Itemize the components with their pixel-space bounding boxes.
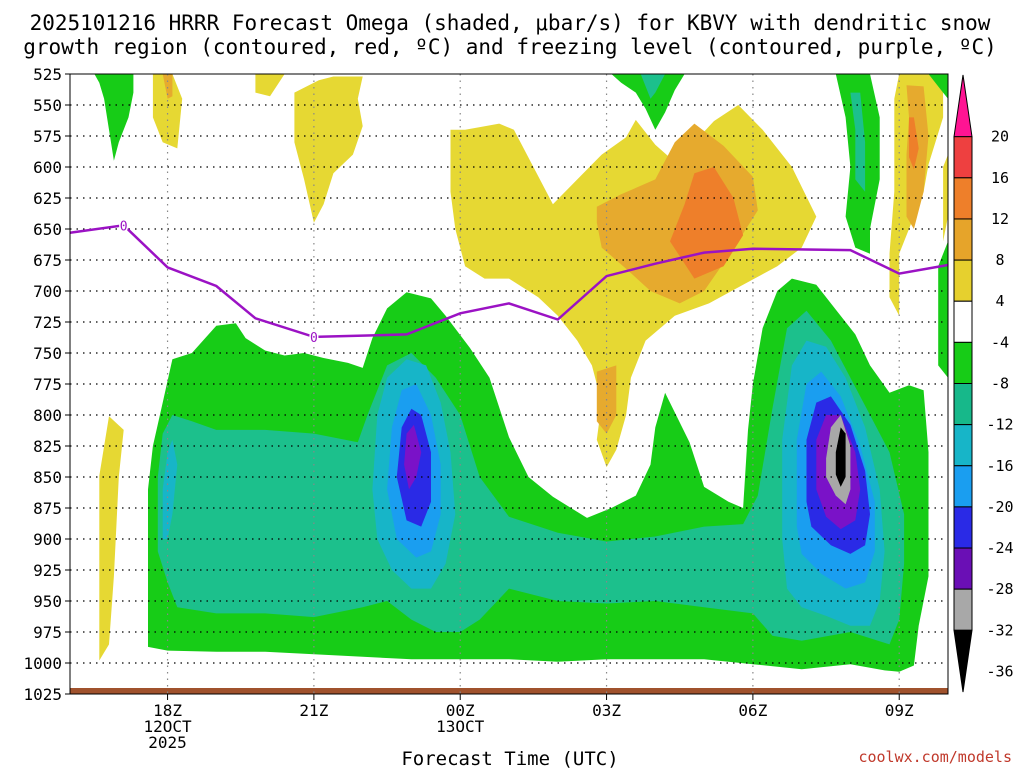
colorbar: 20 16 12 8 4 -4 -8 -12 -16 -20 -24 -28 -32 -36 xyxy=(953,74,1014,693)
x-axis-label: Forecast Time (UTC) xyxy=(401,748,618,768)
colorbar-swatch xyxy=(953,506,973,549)
colorbar-swatch xyxy=(953,424,973,467)
colorbar-label: 12 xyxy=(991,210,1009,228)
colorbar-swatch xyxy=(953,588,973,631)
x-tick-label: 09Z xyxy=(885,701,914,720)
omega-shading xyxy=(94,74,948,672)
y-tick-label: 625 xyxy=(33,189,62,208)
colorbar-swatch xyxy=(953,547,973,590)
colorbar-label: -24 xyxy=(986,539,1013,557)
omega-region-neg8-17 xyxy=(850,92,866,192)
colorbar-label: -28 xyxy=(986,580,1013,598)
omega-region-pos4-1 xyxy=(152,74,183,149)
x-tick-label: 00Z xyxy=(446,701,475,720)
freezing-level-label: 0 xyxy=(310,331,318,346)
y-tick-label: 650 xyxy=(33,220,62,239)
colorbar-label: -16 xyxy=(986,457,1013,475)
colorbar-label: 8 xyxy=(995,251,1004,269)
omega-region-neg4-18 xyxy=(928,74,948,99)
omega-region-neg4-19 xyxy=(938,241,948,378)
chart-title-line-1: 2025101216 HRRR Forecast Omega (shaded, … xyxy=(30,11,991,35)
colorbar-label: -12 xyxy=(986,416,1013,434)
omega-region-neg8-15 xyxy=(640,74,666,99)
colorbar-label: 20 xyxy=(991,128,1009,146)
colorbar-swatch xyxy=(953,177,973,220)
colorbar-label: 4 xyxy=(995,292,1004,310)
x-tick-label: 21Z xyxy=(299,701,328,720)
colorbar-swatch xyxy=(953,74,973,138)
omega-region-neg4-14 xyxy=(611,74,685,130)
y-tick-label: 575 xyxy=(33,127,62,146)
y-tick-label: 775 xyxy=(33,375,62,394)
y-tick-label: 925 xyxy=(33,561,62,580)
x-tick-label: 03Z xyxy=(592,701,621,720)
colorbar-swatch xyxy=(953,383,973,426)
y-tick-label: 1025 xyxy=(23,685,62,704)
omega-region-neg4-13 xyxy=(94,74,134,161)
y-tick-label: 525 xyxy=(33,65,62,84)
colorbar-swatch xyxy=(953,465,973,508)
colorbar-swatch xyxy=(953,300,973,343)
y-axis: 525 550 575 600 625 650 675 700 725 750 775 800 825 8… xyxy=(23,65,70,704)
omega-region-pos12-11 xyxy=(909,117,919,170)
x-tick-label: 06Z xyxy=(738,701,767,720)
colorbar-label: -20 xyxy=(986,498,1013,516)
omega-region-pos8-2 xyxy=(162,74,173,99)
colorbar-swatch xyxy=(953,341,973,385)
omega-region-neg12-22 xyxy=(162,439,178,539)
colorbar-swatch xyxy=(953,136,973,179)
y-tick-label: 875 xyxy=(33,499,62,518)
x-tick-label: 12OCT xyxy=(143,717,192,736)
omega-region-pos4-12 xyxy=(943,154,948,242)
y-tick-label: 600 xyxy=(33,158,62,177)
chart-title-line-2: growth region (contoured, red, ºC) and f… xyxy=(23,35,997,59)
colorbar-swatch xyxy=(953,218,973,261)
colorbar-label: -4 xyxy=(991,333,1009,351)
ground-surface-bar xyxy=(70,688,948,694)
omega-region-pos4-4 xyxy=(294,76,363,223)
y-tick-label: 950 xyxy=(33,592,62,611)
x-tick-label: 18Z xyxy=(153,701,182,720)
y-tick-label: 975 xyxy=(33,623,62,642)
y-tick-label: 750 xyxy=(33,344,62,363)
y-tick-label: 675 xyxy=(33,251,62,270)
colorbar-label: -36 xyxy=(986,662,1013,680)
freezing-level-label: 0 xyxy=(120,219,128,234)
x-tick-label: 2025 xyxy=(148,733,187,752)
y-tick-label: 825 xyxy=(33,437,62,456)
y-tick-label: 900 xyxy=(33,530,62,549)
colorbar-label: -8 xyxy=(991,375,1009,393)
credit-text: coolwx.com/models xyxy=(858,748,1012,766)
y-tick-label: 850 xyxy=(33,468,62,487)
y-tick-label: 725 xyxy=(33,313,62,332)
y-tick-label: 550 xyxy=(33,96,62,115)
omega-region-neg8-21 xyxy=(157,310,905,645)
colorbar-swatch xyxy=(953,259,973,302)
colorbar-swatch xyxy=(953,629,973,693)
y-tick-label: 800 xyxy=(33,406,62,425)
y-tick-label: 1000 xyxy=(23,654,62,673)
omega-region-neg32-32 xyxy=(835,427,846,487)
omega-region-pos4-0 xyxy=(99,416,124,661)
x-tick-label: 13OCT xyxy=(436,717,485,736)
colorbar-label: -32 xyxy=(986,621,1013,639)
freezing-level-line xyxy=(69,223,949,339)
colorbar-label: 16 xyxy=(991,169,1009,187)
y-tick-label: 700 xyxy=(33,282,62,301)
omega-region-pos4-3 xyxy=(255,74,285,97)
freezing-level: 00 xyxy=(69,218,949,347)
omega-region-neg24-26 xyxy=(404,424,422,490)
